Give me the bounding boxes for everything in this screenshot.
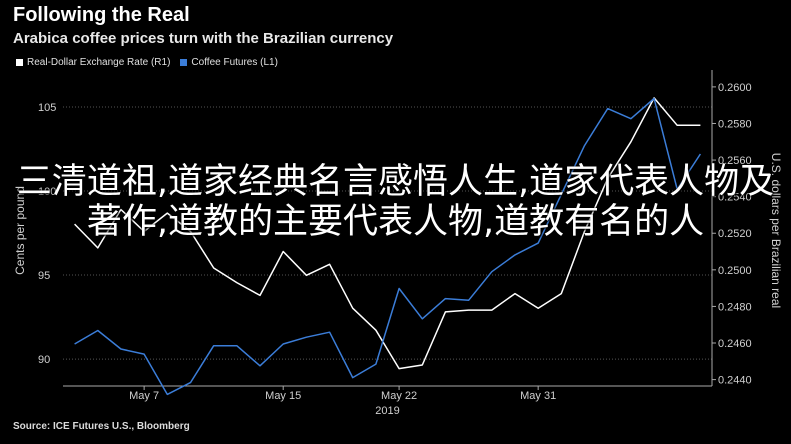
right-axis-title: U.S. dollars per Brazilian real [769, 153, 783, 308]
x-tick-label: May 7 [129, 390, 159, 402]
legend-label-exchange-rate: Real-Dollar Exchange Rate (R1) [27, 57, 171, 68]
legend-swatch-blue [180, 59, 188, 66]
left-tick-label: 105 [38, 102, 56, 114]
right-tick-label: 0.2440 [718, 375, 752, 387]
left-tick-label: 95 [38, 270, 50, 282]
x-tick-label: May 22 [381, 390, 417, 402]
left-tick-label: 90 [38, 354, 50, 366]
x-tick-label: May 15 [265, 390, 301, 402]
right-tick-label: 0.2540 [718, 192, 752, 204]
series-line-coffee-futures [74, 97, 702, 396]
x-tick-label: May 31 [520, 390, 556, 402]
source-note: Source: ICE Futures U.S., Bloomberg [13, 421, 190, 432]
right-tick-label: 0.2600 [718, 82, 752, 94]
legend-label-coffee-futures: Coffee Futures (L1) [191, 57, 278, 68]
right-tick-label: 0.2460 [718, 338, 752, 350]
chart-subtitle: Arabica coffee prices turn with the Braz… [13, 30, 394, 47]
legend: Real-Dollar Exchange Rate (R1) Coffee Fu… [16, 57, 288, 68]
overlay-caption: 三清道祖,道家经典名言感悟人生,道家代表人物及著作,道教的主要代表人物,道教有名… [16, 162, 775, 242]
legend-swatch-white [16, 59, 23, 66]
right-tick-label: 0.2500 [718, 265, 752, 277]
chart-title: Following the Real [13, 4, 190, 26]
right-tick-label: 0.2560 [718, 155, 752, 167]
legend-item-coffee-futures: Coffee Futures (L1) [180, 57, 278, 68]
left-tick-label: 100 [38, 186, 56, 198]
x-axis-label: 2019 [375, 405, 399, 417]
right-tick-label: 0.2580 [718, 118, 752, 130]
right-tick-label: 0.2480 [718, 301, 752, 313]
legend-item-exchange-rate: Real-Dollar Exchange Rate (R1) [16, 57, 170, 68]
left-axis-title: Cents per pound [13, 186, 27, 275]
right-tick-label: 0.2520 [718, 228, 752, 240]
series-line-exchange-rate [74, 97, 701, 370]
